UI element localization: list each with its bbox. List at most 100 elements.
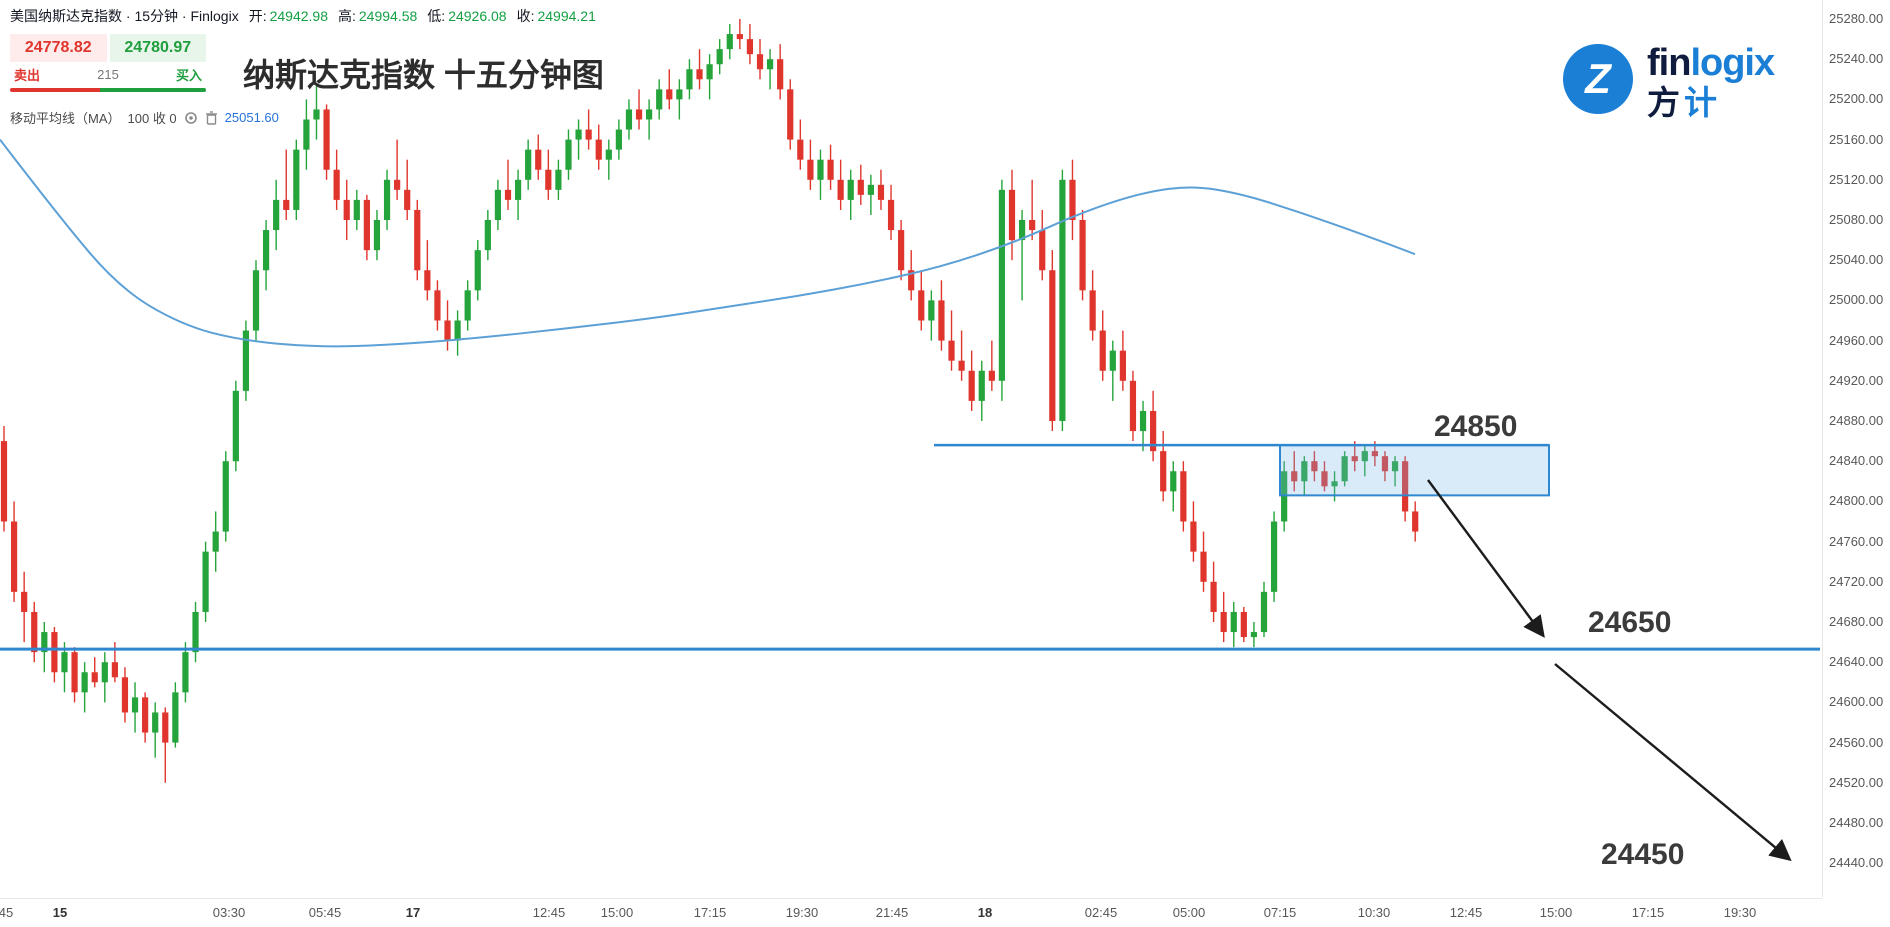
candle	[1059, 179, 1066, 421]
symbol-legend: 美国纳斯达克指数 · 15分钟 · Finlogix 开: 24942.98 高:…	[10, 6, 596, 26]
time-tick: 19:30	[1723, 905, 1757, 920]
indicator-name[interactable]: 移动平均线（MA）	[10, 111, 121, 126]
candle	[404, 189, 411, 210]
candle	[41, 632, 48, 653]
candlestick-chart[interactable]	[0, 0, 1822, 898]
price-tick: 24680.00	[1829, 614, 1884, 629]
high-label: 高:	[338, 8, 356, 24]
candle	[454, 320, 461, 341]
settings-icon[interactable]	[184, 111, 198, 125]
high-value: 24994.58	[358, 8, 418, 24]
candle	[283, 199, 290, 210]
candle	[464, 290, 471, 321]
annotation-target-24450[interactable]: 24450	[1601, 838, 1685, 871]
price-axis[interactable]: 25280.00 25240.00 25200.00 25160.00 25120.00…	[1822, 0, 1890, 898]
candle	[434, 290, 441, 321]
chart-title-annotation[interactable]: 纳斯达克指数 十五分钟图	[243, 57, 604, 93]
candle	[1250, 632, 1258, 638]
candle	[414, 209, 421, 271]
candle	[101, 662, 108, 683]
delete-icon[interactable]	[205, 110, 218, 125]
candle	[656, 89, 663, 110]
supply-zone-box[interactable]	[1279, 444, 1550, 497]
price-tick: 25240.00	[1829, 51, 1884, 67]
candle	[1311, 461, 1318, 472]
candle	[1029, 220, 1036, 231]
candle	[525, 149, 532, 180]
candle	[182, 652, 189, 693]
candle	[1129, 380, 1137, 432]
candle	[1412, 511, 1419, 532]
trend-arrow[interactable]	[1427, 479, 1545, 638]
trend-arrow[interactable]	[1554, 663, 1792, 862]
annotation-support-24650[interactable]: 24650	[1588, 606, 1672, 639]
time-tick: 15	[52, 905, 68, 920]
candle	[1069, 179, 1076, 220]
candle	[81, 672, 88, 693]
candle	[1321, 471, 1328, 487]
candle	[1018, 220, 1026, 241]
finlogix-watermark: Z finlogix 方计	[1563, 43, 1775, 121]
candle	[706, 64, 713, 80]
candle	[827, 159, 834, 180]
candle	[394, 179, 401, 190]
indicator-params: 100 收 0	[127, 111, 177, 126]
time-tick: 18	[977, 905, 993, 920]
price-tick: 24480.00	[1829, 815, 1884, 830]
price-tick: 25280.00	[1829, 11, 1884, 26]
candle	[1402, 461, 1409, 512]
candle	[746, 39, 754, 55]
candle	[1109, 350, 1116, 371]
candle	[1391, 461, 1399, 472]
finlogix-logo-icon: Z	[1563, 44, 1633, 114]
candle	[1240, 611, 1247, 638]
candle	[51, 632, 58, 673]
candle	[1099, 330, 1106, 371]
candle	[363, 199, 370, 251]
candle	[131, 697, 139, 713]
candle	[1119, 350, 1126, 381]
candle	[474, 250, 481, 291]
candle	[867, 184, 874, 195]
candle	[1230, 611, 1237, 633]
candle	[625, 109, 633, 130]
candle	[1180, 471, 1187, 522]
open-label: 开:	[248, 8, 267, 24]
candle	[847, 179, 854, 200]
candle	[766, 59, 774, 70]
candle	[635, 109, 643, 120]
candle	[1220, 611, 1227, 633]
candle	[998, 189, 1006, 381]
candle	[1200, 551, 1207, 582]
time-tick: 10:30	[1357, 905, 1391, 920]
candle	[736, 34, 743, 40]
price-tick: 24720.00	[1829, 573, 1884, 589]
candle	[1260, 591, 1268, 633]
candle	[1281, 471, 1288, 522]
annotation-resistance-24850[interactable]: 24850	[1434, 410, 1518, 443]
time-tick: 19:30	[785, 905, 819, 920]
candle	[555, 169, 562, 190]
time-tick: 15:00	[600, 905, 634, 920]
ma-line[interactable]	[0, 138, 1416, 348]
candle	[716, 49, 723, 65]
candle	[615, 129, 622, 150]
candle	[172, 692, 179, 743]
symbol-title[interactable]: 美国纳斯达克指数 · 15分钟 · Finlogix	[10, 8, 239, 24]
candle	[111, 662, 118, 678]
buy-price-button[interactable]: 24780.97	[109, 34, 206, 62]
candle	[373, 220, 381, 251]
ma-indicator-row[interactable]: 移动平均线（MA） 100 收 0 25051.60	[10, 108, 279, 127]
candle	[908, 270, 915, 291]
candle	[1190, 521, 1197, 552]
candle	[1291, 471, 1298, 482]
candle	[1301, 461, 1308, 482]
candle	[303, 119, 310, 150]
time-axis[interactable]: 45 15 03:30 05:45 17 12:45 15:00 17:15 19:30 21:4…	[0, 898, 1822, 927]
candle	[323, 109, 330, 170]
candle	[262, 230, 270, 271]
time-tick: 45	[0, 905, 14, 920]
candle	[121, 677, 129, 713]
candle	[232, 390, 239, 462]
sell-price-button[interactable]: 24778.82	[10, 34, 107, 62]
